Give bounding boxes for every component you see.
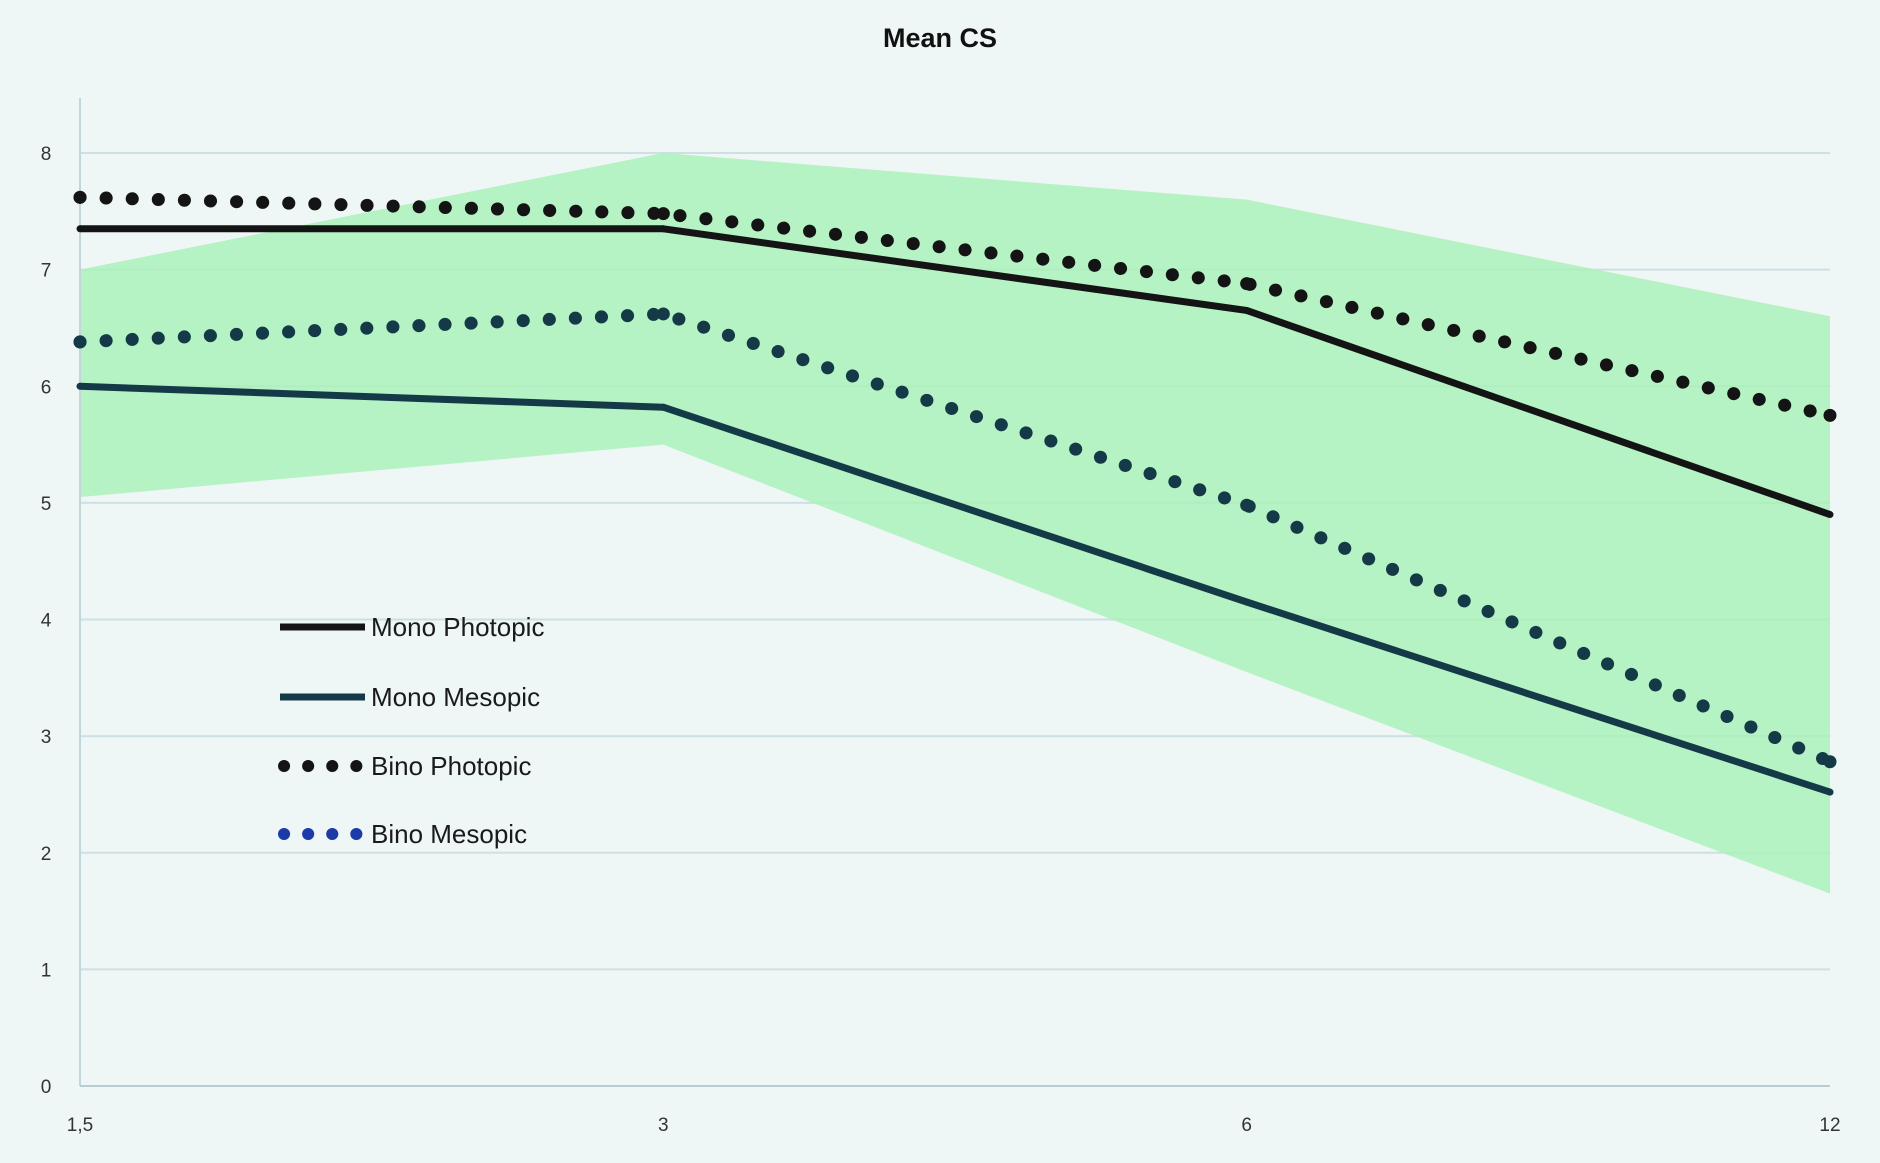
y-tick-label-1: 1 xyxy=(41,960,52,981)
y-tick-label-8: 8 xyxy=(41,144,52,165)
legend-label-bino-photopic: Bino Photopic xyxy=(371,751,531,781)
y-tick-label-7: 7 xyxy=(41,261,52,282)
series-line-mono-mesopic xyxy=(79,382,1832,796)
data-point-bino-mesopic-2 xyxy=(1240,498,1254,512)
series-line-mono-photopic xyxy=(80,225,1832,518)
data-point-bino-mesopic-3 xyxy=(1823,755,1837,769)
data-point-bino-photopic-0 xyxy=(73,190,87,204)
data-point-bino-photopic-1 xyxy=(656,207,670,221)
legend-label-mono-photopic: Mono Photopic xyxy=(371,612,544,642)
x-tick-label-3: 12 xyxy=(1819,1115,1840,1136)
legend-label-mono-mesopic: Mono Mesopic xyxy=(371,682,540,712)
data-point-bino-photopic-3 xyxy=(1823,408,1837,422)
y-tick-label-5: 5 xyxy=(41,494,52,515)
data-point-mono-photopic-3 xyxy=(1826,511,1834,519)
data-point-mono-mesopic-1 xyxy=(659,403,667,411)
confidence-band xyxy=(80,153,1830,894)
data-point-mono-photopic-0 xyxy=(76,225,84,233)
y-tick-label-3: 3 xyxy=(41,727,52,748)
data-point-bino-mesopic-1 xyxy=(656,307,670,321)
y-tick-label-2: 2 xyxy=(41,844,52,865)
x-tick-label-1: 3 xyxy=(658,1115,669,1136)
y-tick-label-0: 0 xyxy=(41,1077,52,1098)
data-point-mono-photopic-1 xyxy=(659,225,667,233)
data-point-mono-mesopic-0 xyxy=(76,382,84,390)
data-point-bino-photopic-2 xyxy=(1240,277,1254,291)
series-line-bino-photopic xyxy=(73,190,1837,422)
data-point-mono-mesopic-2 xyxy=(1243,598,1251,606)
x-tick-label-0: 1,5 xyxy=(67,1115,93,1136)
data-point-mono-photopic-2 xyxy=(1243,306,1251,314)
legend-label-bino-mesopic: Bino Mesopic xyxy=(371,819,527,849)
y-tick-label-4: 4 xyxy=(41,611,52,632)
data-point-mono-mesopic-3 xyxy=(1826,788,1834,796)
data-point-bino-mesopic-0 xyxy=(73,335,87,349)
y-tick-label-6: 6 xyxy=(41,377,52,398)
chart-title: Mean CS xyxy=(883,23,997,53)
x-tick-label-2: 6 xyxy=(1241,1115,1252,1136)
series-line-bino-mesopic xyxy=(73,307,1837,769)
